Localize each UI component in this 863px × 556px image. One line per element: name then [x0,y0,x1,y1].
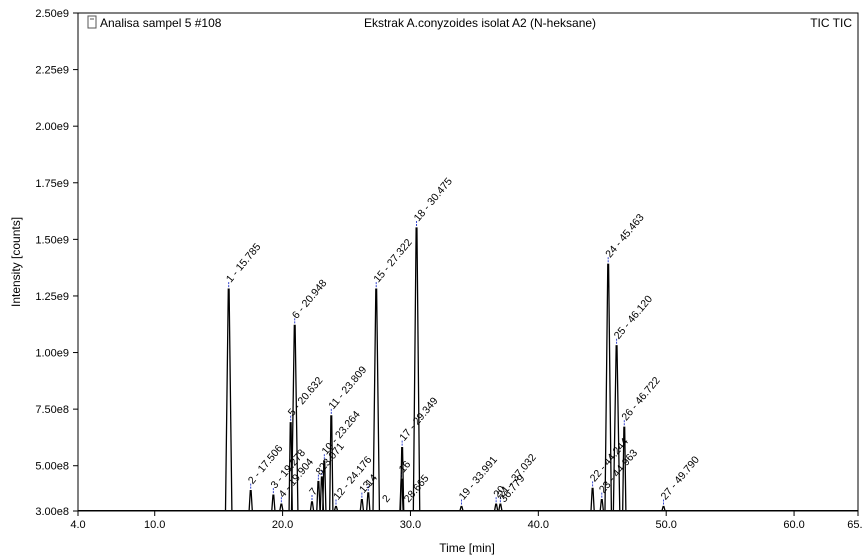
y-tick-label: 2.50e9 [35,8,69,20]
y-tick-label: 1.75e9 [35,178,69,190]
y-tick-label: 7.50e8 [35,404,69,416]
x-tick-label: 10.0 [144,519,165,531]
peak-2 [248,489,253,512]
y-tick-label: 1.00e9 [35,348,69,360]
y-tick-label: 3.00e8 [35,506,69,518]
peak-13 [359,499,365,512]
x-tick-label: 60.0 [783,519,804,531]
peak-7 [309,501,315,512]
peak-18 [412,227,421,512]
peak-1 [224,288,233,512]
x-tick-label: 20.0 [272,519,293,531]
header-trace-label: TIC TIC [810,16,852,30]
peak-21 [498,503,503,512]
peak-17 [399,446,405,512]
peak-20 [493,503,499,512]
x-tick-label: 65.0 [847,519,863,531]
peak-15 [372,288,381,512]
peak-26 [622,426,627,512]
header-title: Ekstrak A.conyzoides isolat A2 (N-heksan… [364,16,596,30]
peak-27 [661,505,666,512]
peak-24 [604,263,613,512]
peak-14 [366,492,371,512]
file-icon [87,15,97,29]
y-tick-label: 2.25e9 [35,65,69,77]
peak-12 [333,505,339,512]
y-tick-label: 5.00e8 [35,461,69,473]
peak-23 [599,499,605,512]
peak-25 [612,345,621,512]
y-tick-label: 1.25e9 [35,291,69,303]
axes: 4.0 10.0 20.0 30.0 40.0 50.0 60.0 65.0 3.00e8 5.0… [35,8,863,531]
peak-6 [290,324,299,512]
y-tick-label: 2.00e9 [35,121,69,133]
y-tick-label: 1.50e9 [35,234,69,246]
x-axis-title: Time [min] [439,541,495,555]
x-tick-label: 30.0 [400,519,421,531]
x-tick-label: 40.0 [528,519,549,531]
peak-10 [322,460,327,512]
peak-8 [316,480,321,512]
y-axis-title: Intensity [counts] [9,217,23,307]
tic-trace [78,220,858,512]
peak-4 [279,503,284,512]
peak-19 [459,505,464,512]
x-tick-label: 50.0 [655,519,676,531]
peak-3 [271,494,276,512]
header-sample-name: Analisa sampel 5 #108 [100,16,222,30]
peak-11 [329,415,334,512]
peak-22 [590,487,595,512]
x-tick-label: 4.0 [70,519,85,531]
